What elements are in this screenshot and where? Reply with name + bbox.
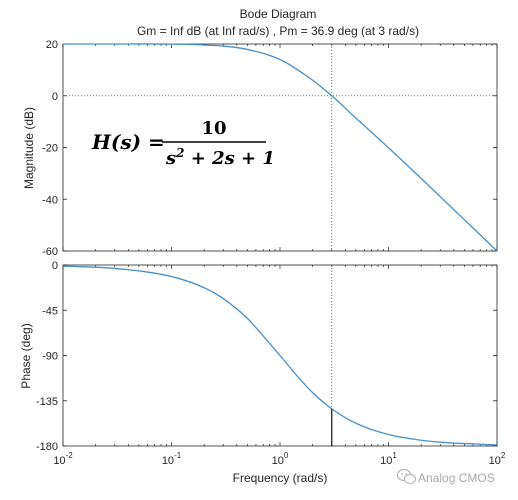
xtick-label-exponent: 0	[284, 451, 289, 460]
xtick-label: 100	[272, 451, 289, 467]
xtick-label-base: 10	[162, 455, 174, 467]
chart-subtitle: Gm = Inf dB (at Inf rad/s) , Pm = 36.9 d…	[137, 24, 419, 38]
xtick-label-base: 10	[272, 455, 284, 467]
ytick-label: 0	[52, 91, 58, 103]
ytick-label: -20	[42, 143, 58, 155]
ytick-label: -45	[42, 305, 58, 317]
ytick-label: 20	[46, 39, 58, 51]
transfer-function-annotation: H(s) = 10 s2 + 2s + 1	[91, 118, 275, 169]
xtick-label-exponent: -1	[174, 451, 182, 460]
magnitude-ticks: 20 0 -20 -40 -60	[42, 39, 498, 258]
xtick-label: 102	[489, 451, 506, 467]
ytick-label: -180	[36, 441, 58, 453]
magnitude-axes-box	[62, 43, 498, 252]
formula-numerator: 10	[201, 118, 226, 139]
formula-denominator-exponent: 2	[175, 146, 184, 160]
wechat-icon	[396, 468, 417, 485]
ytick-label: -40	[42, 194, 58, 206]
xtick-label: 10-1	[162, 451, 182, 467]
magnitude-panel: 20 0 -20 -40 -60 Magnitude (dB)	[22, 39, 498, 258]
xtick-label-base: 10	[53, 455, 65, 467]
magnitude-ylabel: Magnitude (dB)	[22, 107, 36, 189]
svg-text:s2 + 2s + 1: s2 + 2s + 1	[165, 146, 275, 169]
ytick-label: -135	[36, 396, 58, 408]
watermark: Analog CMOS	[396, 468, 495, 485]
ytick-label: -90	[42, 351, 58, 363]
formula-lhs: H(s) =	[91, 130, 165, 154]
frequency-xlabel: Frequency (rad/s)	[233, 471, 328, 485]
chart-title: Bode Diagram	[240, 7, 317, 21]
formula-denominator-s: s	[165, 148, 176, 169]
phase-curve	[62, 265, 498, 446]
ytick-label: 0	[52, 260, 58, 272]
phase-ylabel: Phase (deg)	[19, 323, 33, 388]
magnitude-reference-lines	[63, 44, 497, 251]
magnitude-curve	[62, 43, 498, 252]
xtick-label-exponent: 2	[501, 451, 506, 460]
xtick-label-exponent: 1	[392, 451, 397, 460]
xtick-label-base: 10	[489, 455, 501, 467]
xtick-label-exponent: -2	[66, 451, 74, 460]
ytick-label: -60	[42, 246, 58, 258]
xtick-label: 10-2	[53, 451, 73, 467]
xtick-label-base: 10	[380, 455, 392, 467]
xtick-label: 101	[380, 451, 397, 467]
watermark-text: Analog CMOS	[418, 471, 495, 485]
formula-denominator-rest: + 2s + 1	[185, 148, 275, 169]
